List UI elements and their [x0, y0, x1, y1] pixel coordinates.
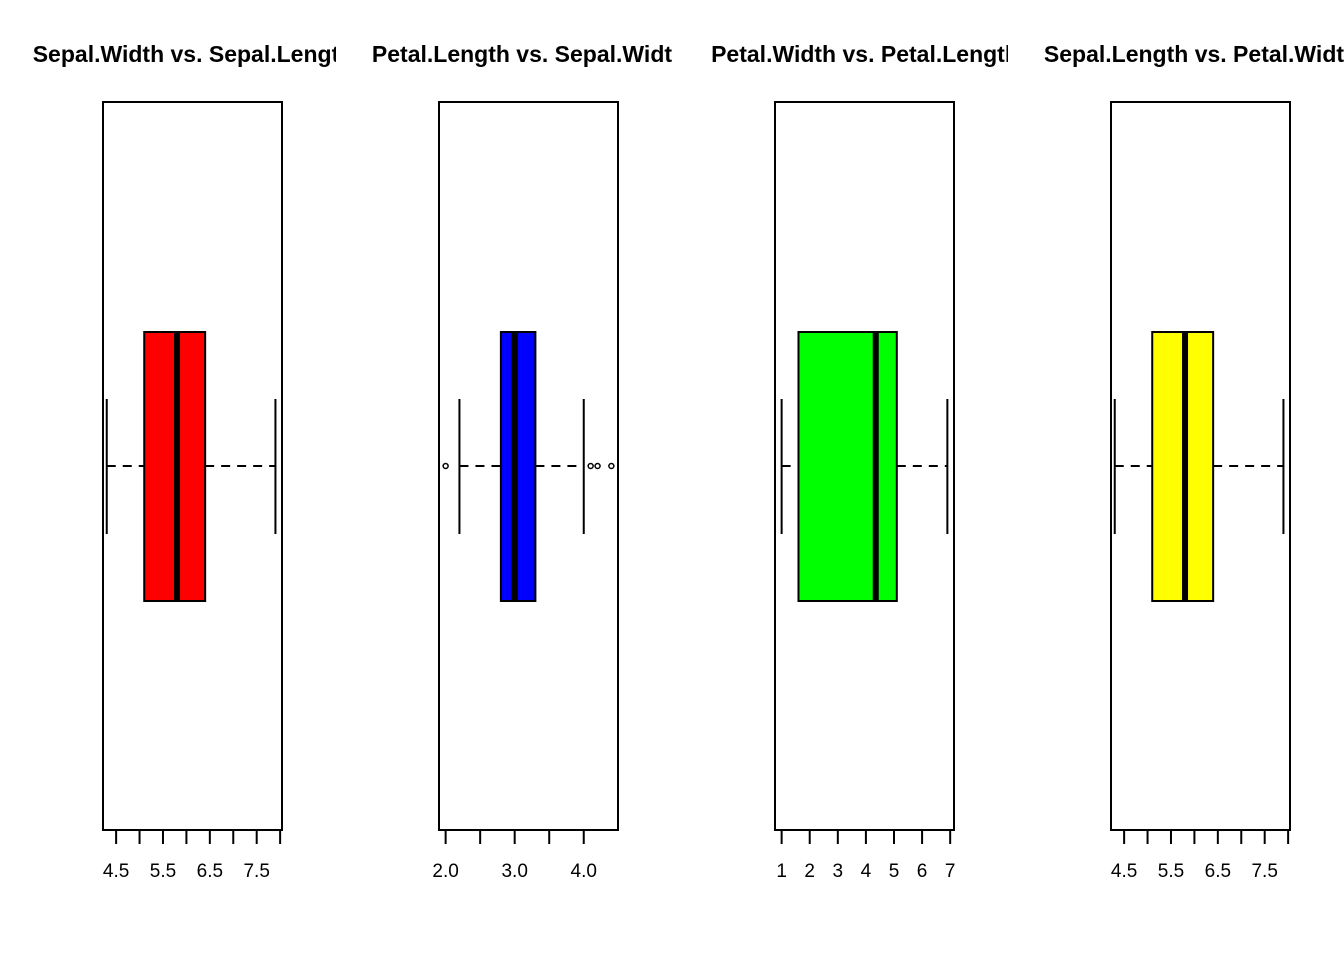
- boxplot-panel-3: Petal.Width vs. Petal.Length 1 2 3 4 5 6 7: [711, 41, 1019, 882]
- x-tick-label: 7.5: [243, 861, 269, 882]
- outlier-point: [594, 462, 601, 470]
- boxplot-panel-1: Sepal.Width vs. Sepal.Length 4.5 5.5 6.5 7.5: [33, 41, 354, 882]
- x-tick-label: 7.5: [1251, 861, 1277, 882]
- boxplot-panel-2: Petal.Length vs. Sepal.Width 2.0 3.0 4.0: [372, 41, 686, 882]
- panel-title: Sepal.Length vs. Petal.Width: [1044, 41, 1344, 67]
- outlier-point: [442, 462, 449, 470]
- x-tick-label: 3.0: [501, 861, 527, 882]
- outlier-point: [608, 462, 615, 470]
- boxplot-panel-4: Sepal.Length vs. Petal.Width 4.5 5.5 6.5 7.5: [1044, 41, 1344, 882]
- panel-title: Sepal.Width vs. Sepal.Length: [33, 41, 354, 67]
- panel-title: Petal.Width vs. Petal.Length: [711, 41, 1019, 67]
- x-tick-label: 4.0: [571, 861, 597, 882]
- outlier-point: [587, 462, 594, 470]
- iqr-box: [797, 331, 898, 602]
- x-tick-label: 2: [804, 861, 815, 882]
- x-tick-label: 6.5: [197, 861, 223, 882]
- x-tick-label: 6.5: [1205, 861, 1231, 882]
- x-tick-label: 7: [945, 861, 956, 882]
- iqr-box: [499, 331, 537, 602]
- x-tick-label: 5.5: [1158, 861, 1184, 882]
- x-tick-label: 5.5: [150, 861, 176, 882]
- x-tick-label: 6: [917, 861, 928, 882]
- x-tick-label: 4.5: [103, 861, 129, 882]
- x-tick-label: 2.0: [432, 861, 458, 882]
- x-tick-label: 5: [889, 861, 900, 882]
- x-tick-label: 4.5: [1111, 861, 1137, 882]
- x-tick-label: 1: [776, 861, 787, 882]
- x-tick-label: 4: [861, 861, 872, 882]
- x-tick-label: 3: [833, 861, 844, 882]
- panel-title: Petal.Length vs. Sepal.Width: [372, 41, 686, 67]
